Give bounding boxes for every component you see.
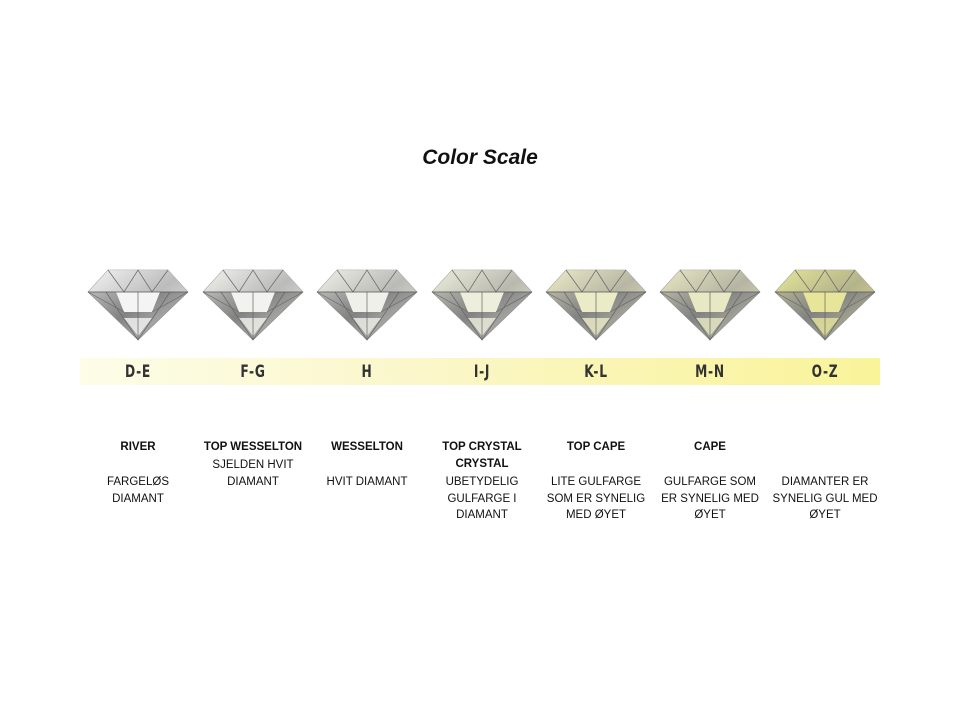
grade-label: O-Z bbox=[811, 362, 839, 382]
grade-label: D-E bbox=[124, 362, 151, 382]
diamond-icon bbox=[774, 269, 876, 341]
page-title: Color Scale bbox=[422, 146, 538, 169]
grade-label: I-J bbox=[473, 362, 491, 382]
diamond-icon bbox=[316, 269, 418, 341]
grade-description: SJELDEN HVIT DIAMANT bbox=[212, 459, 294, 488]
grade-label: H bbox=[361, 362, 373, 382]
grade-description: HVIT DIAMANT bbox=[326, 476, 408, 488]
grade-heading: TOP WESSELTON bbox=[203, 441, 303, 453]
grade-description: LITE GULFARGE SOM ER SYNELIG MED ØYET bbox=[546, 476, 646, 521]
grade-label: F-G bbox=[240, 362, 266, 382]
diamond-icon bbox=[431, 269, 533, 341]
grade-description: GULFARGE SOM ER SYNELIG MED ØYET bbox=[661, 476, 759, 521]
grade-description: FARGELØS DIAMANT bbox=[107, 476, 169, 505]
grade-description: DIAMANTER ER SYNELIG GUL MED ØYET bbox=[772, 476, 878, 521]
diamond-icon bbox=[545, 269, 647, 341]
diamond-icon bbox=[659, 269, 761, 341]
grade-description: UBETYDELIG GULFARGE I DIAMANT bbox=[445, 476, 519, 521]
grade-heading: WESSELTON bbox=[331, 441, 403, 453]
grade-heading: CAPE bbox=[694, 441, 726, 453]
grade-heading: TOP CRYSTAL CRYSTAL bbox=[442, 441, 522, 470]
grade-label: M-N bbox=[695, 362, 725, 382]
diamond-icon bbox=[87, 269, 189, 341]
grade-label: K-L bbox=[584, 362, 608, 382]
grade-heading: TOP CAPE bbox=[566, 441, 626, 453]
color-gradient-bar bbox=[80, 358, 880, 385]
diamond-icon bbox=[202, 269, 304, 341]
grade-heading: RIVER bbox=[120, 441, 156, 453]
